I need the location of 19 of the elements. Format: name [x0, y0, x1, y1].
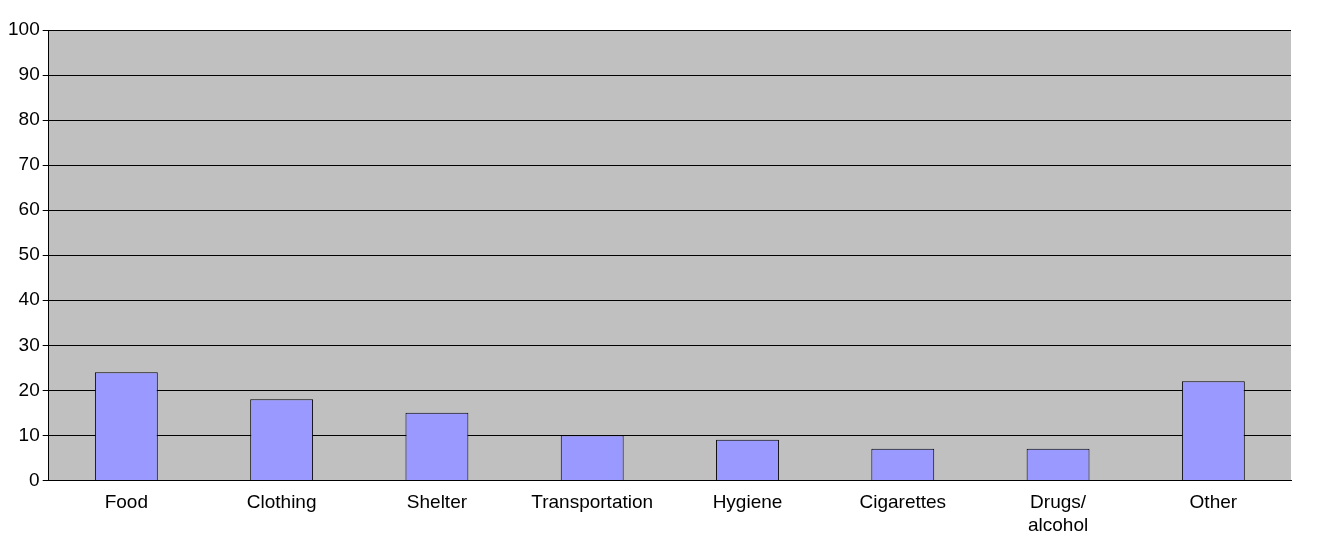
y-tick-label: 90 [18, 63, 40, 85]
y-tick-label: 40 [18, 288, 40, 310]
y-tick-label: 50 [18, 243, 40, 265]
y-tick-label: 0 [29, 468, 40, 490]
x-tick-label: Shelter [406, 491, 468, 513]
x-tick-label: Clothing [246, 491, 317, 513]
x-tick-label: Other [1189, 491, 1238, 513]
x-tick-label: Cigarettes [859, 491, 947, 513]
x-tick-label: Transportation [531, 491, 654, 513]
y-tick-label: 30 [18, 333, 40, 355]
y-tick-label: 70 [18, 153, 40, 175]
y-tick-label: 100 [8, 18, 40, 40]
x-tick-label: Food [104, 491, 148, 513]
y-tick-label: 10 [18, 423, 40, 445]
y-tick-label: 20 [18, 378, 40, 400]
y-tick-label: 60 [18, 198, 40, 220]
y-tick-label: 80 [18, 108, 40, 130]
x-tick-label: Drugs/ alcohol [1027, 491, 1089, 535]
x-tick-label: Hygiene [712, 491, 783, 513]
